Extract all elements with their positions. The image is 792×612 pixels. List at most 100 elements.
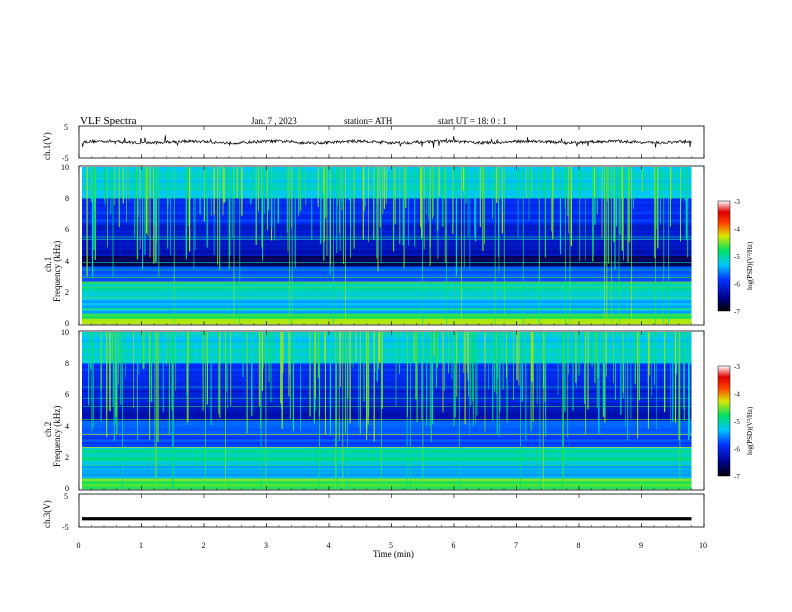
ch1-waveform-line [81,135,692,148]
spectrogram-band [82,478,692,482]
ch1-spectrogram-image [82,167,692,325]
spectrogram-band [82,211,692,215]
time-tick-label: 8 [577,541,581,550]
ch3-ytick-top: 5 [64,492,68,501]
spectrogram-band [82,332,692,335]
time-tick-label: 4 [327,541,331,550]
spectrogram-band [82,373,692,377]
spectrogram-band [82,250,692,254]
spectrogram-band [82,297,692,301]
spectrogram-band [82,245,692,249]
spectrogram-band [82,363,692,367]
ch1-ylabel-freq: Frequency (kHz) [52,241,62,302]
ch1-spectrogram-panel: 0 2 4 6 8 10 ch.1 Frequency (kHz) [43,163,705,328]
figure-title: VLF Spectra [80,115,137,127]
spectrogram-band [82,426,692,430]
ch2-ylabel-channel: ch.2 [43,422,53,437]
spectrogram-band [82,400,692,403]
spectrogram-band [82,407,692,411]
spectrogram-band [82,235,692,238]
colorbar-tick-label: -3 [734,198,740,206]
ch1-spectrogram-ylabel: ch.1 Frequency (kHz) [43,241,62,302]
colorbar-tick-label: -4 [734,226,740,234]
spectrogram-band [82,255,692,259]
spectrogram-band [82,366,692,369]
ch2-colorbar: -3 -4 -5 -6 -7 log(PSD)(V²/Hz) [717,363,754,481]
spectrogram-band [82,452,692,456]
spectrogram-band [82,271,692,275]
spectrogram-band [82,465,692,469]
ch2-ylabel-freq: Frequency (kHz) [52,406,62,467]
spectrogram-band [82,221,692,225]
spectrogram-band [82,431,692,435]
spectrogram-band [82,295,692,299]
spectrogram-band [82,334,692,338]
time-tick-label: 0 [77,541,81,550]
ch1-freq-tick-10: 10 [61,163,69,172]
date-label: Jan. 7 , 2023 [251,116,297,126]
spectrogram-band [82,434,692,437]
spectrogram-band [82,386,692,390]
ch1-colorbar-ticks: -3 -4 -5 -6 -7 [734,198,740,316]
spectrogram-band [82,321,692,325]
spectrogram-band [82,475,692,479]
spectrogram-band [82,355,692,359]
spectrogram-band [82,423,692,427]
ch2-freq-tick-8: 8 [65,359,69,368]
spectrogram-band [82,339,692,343]
spectrogram-band [82,441,692,445]
ch2-spectrogram-image [82,332,692,490]
spectrogram-band [82,300,692,304]
ch2-colorbar-ticks: -3 -4 -5 -6 -7 [734,363,740,481]
ch2-freq-tick-4: 4 [65,422,69,431]
ch1-ytick-bottom: -5 [62,154,69,163]
time-tick-label: 5 [389,541,393,550]
spectrogram-band [82,415,692,419]
ch2-colorbar-label: log(PSD)(V²/Hz) [746,406,754,455]
colorbar-tick-label: -4 [734,391,740,399]
spectrogram-band [82,405,692,409]
ch1-waveform-panel: 5 -5 ch.1(V) [42,123,705,163]
spectrogram-band [82,342,692,346]
spectrogram-band [82,470,692,474]
spectrogram-band [82,224,692,228]
spectrogram-band [82,214,692,218]
ch2-spectrogram-panel: 0 2 4 6 8 10 ch.2 Frequency (kHz) [43,328,705,493]
spectrogram-band [82,460,692,464]
time-tick-label: 7 [514,541,518,550]
spectrogram-band [82,216,692,220]
time-tick-label: 6 [452,541,456,550]
spectrogram-band [82,439,692,443]
spectrogram-band [82,279,692,283]
time-axis-label: Time (min) [373,549,414,559]
spectrogram-band [82,282,692,286]
ch1-colorbar-gradient [717,200,731,312]
spectrogram-band [82,337,692,341]
ch3-waveform-frame [78,493,705,528]
spectrogram-band [82,352,692,356]
spectrogram-band [82,240,692,244]
spectrogram-band [82,376,692,380]
time-axis-ticks [78,126,705,527]
colorbar-tick-label: -3 [734,363,740,371]
spectrogram-band [82,394,692,398]
spectrogram-band [82,420,692,424]
spectrogram-band [82,483,692,487]
spectrogram-band [82,276,692,280]
station-label: station= ATH [344,116,393,126]
spectrogram-band [82,232,692,236]
ch1-freq-tick-2: 2 [65,288,69,297]
ch2-freq-tick-0: 0 [65,484,69,493]
spectrogram-band [82,229,692,233]
time-tick-label: 3 [264,541,268,550]
colorbar-tick-label: -6 [734,281,740,289]
spectrogram-band [82,316,692,320]
ch1-ytick-top: 5 [64,123,68,132]
time-tick-label: 10 [699,541,707,550]
spectrogram-band [82,248,692,252]
ch3-waveform-panel: 5 -5 ch.3(V) [42,492,705,532]
spectrogram-band [82,449,692,453]
spectrogram-band [82,410,692,414]
spectrogram-band [82,473,692,477]
